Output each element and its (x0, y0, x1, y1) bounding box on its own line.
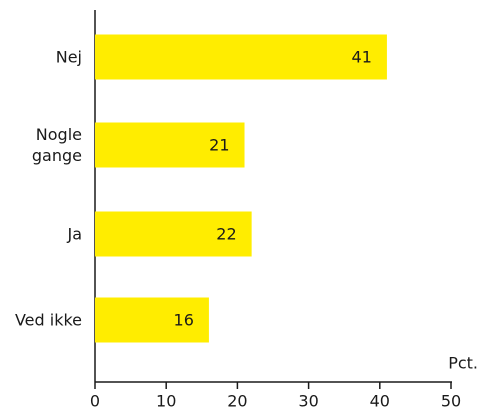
x-axis-label: Pct. (448, 354, 478, 373)
x-tick-label: 40 (370, 392, 390, 411)
category-label: Ja (67, 224, 82, 244)
x-tick-label: 30 (298, 392, 318, 411)
x-tick-label: 20 (227, 392, 247, 411)
category-label: Nogle gange (31, 125, 82, 165)
bar (95, 122, 245, 168)
bar (95, 297, 209, 343)
x-tick-label: 0 (90, 392, 100, 411)
bar (95, 211, 252, 257)
x-tick-label: 10 (156, 392, 176, 411)
value-label: 41 (352, 48, 372, 67)
value-label: 22 (216, 225, 236, 244)
bar (95, 34, 387, 80)
x-tick-label: 50 (441, 392, 461, 411)
value-label: 21 (209, 136, 229, 155)
value-label: 16 (174, 311, 194, 330)
category-label: Nej (55, 47, 82, 67)
category-label: Ved ikke (14, 310, 82, 330)
